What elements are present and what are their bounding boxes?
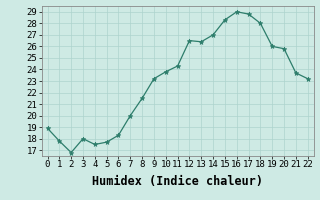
X-axis label: Humidex (Indice chaleur): Humidex (Indice chaleur) [92, 175, 263, 188]
